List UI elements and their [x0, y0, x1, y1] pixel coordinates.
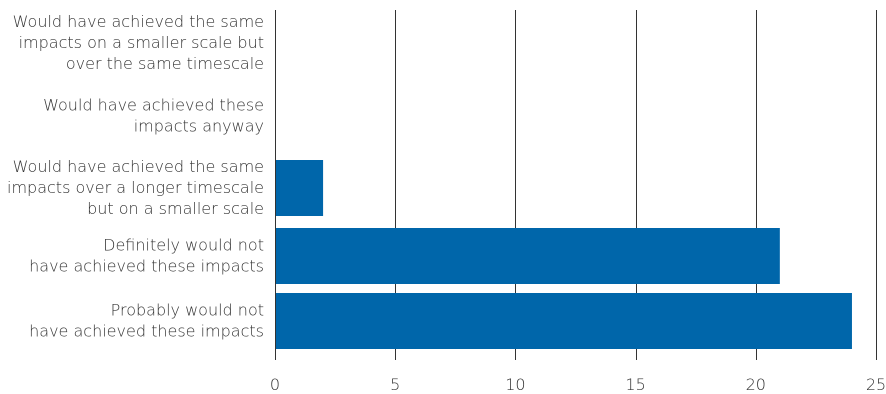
category-label-line: impacts anyway: [134, 117, 264, 136]
category-label-line: over the same timescale: [66, 54, 264, 73]
bars: [275, 160, 852, 349]
category-label-line: Would have achieved the same: [13, 12, 264, 31]
x-tick-label: 0: [270, 375, 280, 394]
category-label-line: Would have achieved these: [43, 96, 264, 115]
x-tick-label: 25: [866, 375, 886, 394]
category-label-line: but on a smaller scale: [87, 199, 264, 218]
x-tick-label: 5: [390, 375, 400, 394]
category-label-line: Definitely would not: [103, 236, 264, 255]
category-label-line: have achieved these impacts: [29, 322, 264, 341]
x-tick-label: 15: [625, 375, 645, 394]
x-tick-label: 20: [746, 375, 766, 394]
category-label-line: impacts over a longer timescale: [7, 178, 264, 197]
bar-5: [275, 293, 852, 349]
category-label-5: Probably would not have achieved these im…: [29, 301, 264, 341]
category-labels: Would have achieved the same impacts on a…: [7, 12, 264, 341]
category-label-1: Would have achieved the same impacts on a…: [13, 12, 264, 73]
x-tick-label: 10: [505, 375, 525, 394]
category-label-2: Would have achieved these impacts anyway: [43, 96, 264, 136]
category-label-3: Would have achieved the same impacts over…: [7, 157, 264, 218]
category-label-line: impacts on a smaller scale but: [19, 33, 264, 52]
category-label-4: Definitely would not have achieved these …: [29, 236, 264, 276]
bar-4: [275, 228, 780, 284]
bar-3: [275, 160, 324, 216]
tick-labels: 0 5 10 15 20 25: [270, 375, 886, 394]
category-label-line: Probably would not: [111, 301, 264, 320]
category-label-line: Would have achieved the same: [13, 157, 264, 176]
category-label-line: have achieved these impacts: [29, 257, 264, 276]
